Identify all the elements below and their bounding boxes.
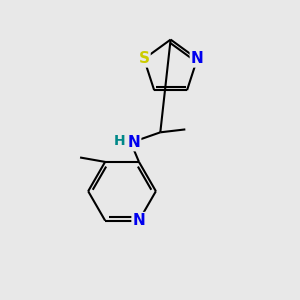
Text: N: N	[191, 51, 204, 66]
Text: H: H	[114, 134, 125, 148]
Text: N: N	[133, 213, 145, 228]
Text: N: N	[128, 135, 140, 150]
Text: S: S	[139, 51, 149, 66]
